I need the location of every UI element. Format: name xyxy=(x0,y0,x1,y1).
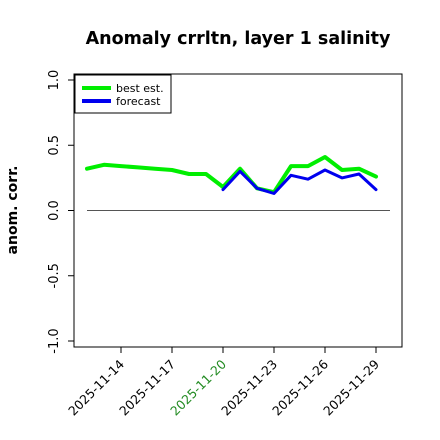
y-tick-label: -0.5 xyxy=(47,263,62,288)
y-tick-label: 1.0 xyxy=(47,70,62,91)
y-axis: -1.0 -0.5 0.0 0.5 1.0 xyxy=(47,70,74,354)
legend: best est. forecast xyxy=(74,74,172,114)
y-tick-label: -1.0 xyxy=(47,328,62,353)
x-axis: 2025-11-142025-11-172025-11-202025-11-23… xyxy=(65,347,382,418)
series-line-best-est xyxy=(85,155,378,195)
y-axis-label: anom. corr. xyxy=(5,166,21,255)
series-line-forecast xyxy=(221,168,378,195)
legend-label-forecast: forecast xyxy=(116,95,161,108)
chart-title: Anomaly crrltn, layer 1 salinity xyxy=(86,29,391,49)
series-layer xyxy=(85,155,378,195)
y-tick-label: 0.0 xyxy=(47,200,62,221)
legend-label-best-est: best est. xyxy=(116,82,164,95)
legend-box xyxy=(74,74,172,114)
y-tick-label: 0.5 xyxy=(47,135,62,156)
